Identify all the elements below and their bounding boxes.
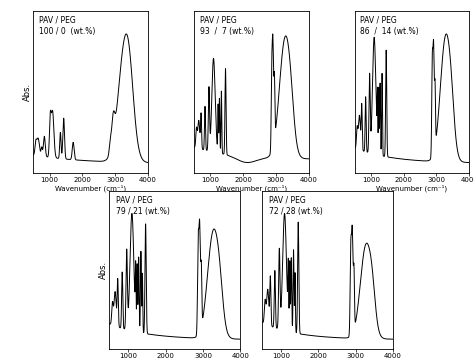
Text: PAV / PEG
100 / 0  (wt.%): PAV / PEG 100 / 0 (wt.%) [39, 15, 95, 36]
Y-axis label: Abs.: Abs. [23, 83, 32, 101]
Y-axis label: Abs.: Abs. [99, 261, 108, 279]
Text: PAV / PEG
79 / 21 (wt.%): PAV / PEG 79 / 21 (wt.%) [116, 195, 170, 216]
X-axis label: Wavenumber (cm⁻¹): Wavenumber (cm⁻¹) [216, 184, 287, 192]
Text: PAV / PEG
86  /  14 (wt.%): PAV / PEG 86 / 14 (wt.%) [360, 15, 419, 36]
Text: PAV / PEG
93  /  7 (wt.%): PAV / PEG 93 / 7 (wt.%) [200, 15, 254, 36]
X-axis label: Wavenumber (cm⁻¹): Wavenumber (cm⁻¹) [55, 184, 126, 192]
Text: PAV / PEG
72 / 28 (wt.%): PAV / PEG 72 / 28 (wt.%) [269, 195, 322, 216]
X-axis label: Wavenumber (cm⁻¹): Wavenumber (cm⁻¹) [376, 184, 447, 192]
